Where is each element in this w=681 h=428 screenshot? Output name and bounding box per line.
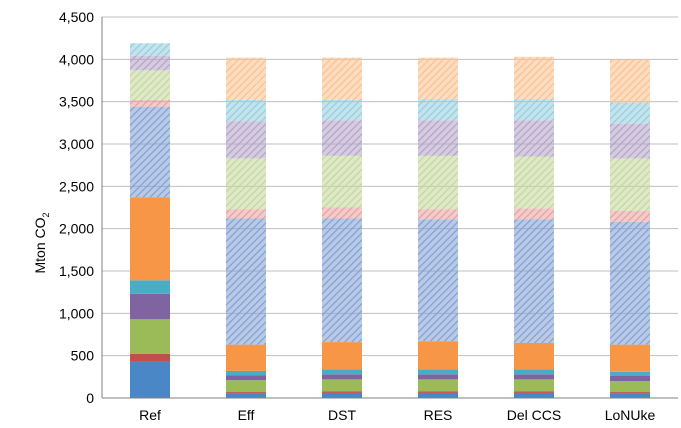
bar-segment <box>226 121 266 159</box>
y-tick-label: 500 <box>71 348 95 364</box>
bar-segment <box>322 392 362 398</box>
y-axis-label-main: Mton CO <box>32 217 48 273</box>
bar-segment <box>610 381 650 393</box>
y-tick-label: 0 <box>86 390 94 406</box>
bar-segment <box>418 219 458 342</box>
bar-segment <box>322 57 362 100</box>
bar-segment <box>514 120 554 157</box>
bar-segment <box>322 391 362 393</box>
bar-segment <box>514 342 554 370</box>
bar-segment <box>130 319 170 354</box>
bar-segment <box>514 219 554 343</box>
bar-segment <box>226 380 266 393</box>
bar-segment <box>418 209 458 220</box>
bar-segment <box>418 369 458 375</box>
bar-segment <box>418 99 458 121</box>
bar-segment <box>226 209 266 219</box>
bar-segment <box>322 155 362 208</box>
bar-segment <box>610 393 650 398</box>
y-tick-label: 3,500 <box>59 94 94 110</box>
bar-segment <box>610 344 650 372</box>
x-tick-label: Del CCS <box>507 407 561 423</box>
bar-segment <box>226 344 266 371</box>
bar-segment <box>418 374 458 380</box>
y-axis-label-subscript: 2 <box>41 212 51 217</box>
bar-segment <box>514 99 554 121</box>
y-tick-label: 3,000 <box>59 136 94 152</box>
bar-segment <box>610 375 650 382</box>
bar-segment <box>418 341 458 370</box>
bar-segment <box>610 371 650 376</box>
bar-segment <box>226 99 266 122</box>
bar-segment <box>226 393 266 398</box>
bar-segment <box>130 197 170 281</box>
bar-segment <box>418 57 458 100</box>
bar-segment <box>610 392 650 394</box>
axes <box>101 17 678 399</box>
x-tick-label: Ref <box>139 407 161 423</box>
bar-segment <box>130 353 170 362</box>
bar-segment <box>226 57 266 100</box>
bar-segment <box>610 158 650 211</box>
bar-segment <box>514 156 554 209</box>
y-tick-label: 1,500 <box>59 263 94 279</box>
y-tick-labels: 0 500 1,000 1,500 2,000 2,500 3,000 3,500 4,000 4… <box>59 9 94 406</box>
y-tick-label: 4,500 <box>59 9 94 25</box>
bar-segment <box>226 370 266 376</box>
bar-segment <box>130 293 170 320</box>
bar-segment <box>610 59 650 103</box>
bar-segment <box>418 379 458 392</box>
bar-segment <box>610 210 650 222</box>
x-tick-label: RES <box>424 407 453 423</box>
bar-segment <box>322 207 362 219</box>
bar-segment <box>610 221 650 345</box>
bar-segment <box>130 361 170 398</box>
bar-segment <box>514 379 554 392</box>
x-tick-label: Eff <box>238 407 255 423</box>
bar-segment <box>322 218 362 343</box>
bar-segment <box>130 55 170 71</box>
y-tick-label: 2,500 <box>59 178 94 194</box>
y-tick-label: 2,000 <box>59 221 94 237</box>
bar-segment <box>514 392 554 398</box>
y-axis-label: Mton CO2 <box>32 212 51 273</box>
bar-segment <box>514 56 554 100</box>
bar-segment <box>418 155 458 210</box>
bar-segment <box>322 379 362 392</box>
gridlines <box>102 16 678 357</box>
bar-segment <box>514 369 554 375</box>
bar-segment <box>514 374 554 380</box>
bar-segment <box>418 392 458 398</box>
bars <box>130 43 650 398</box>
bar-segment <box>130 43 170 56</box>
bar-segment <box>226 218 266 345</box>
bar-segment <box>226 375 266 381</box>
bar-segment <box>130 106 170 198</box>
y-tick-label: 4,000 <box>59 51 94 67</box>
x-tick-label: LoNUke <box>605 407 656 423</box>
y-tick-label: 1,000 <box>59 305 94 321</box>
bar-segment <box>322 374 362 380</box>
bar-segment <box>418 391 458 393</box>
bar-segment <box>130 70 170 100</box>
x-tick-labels: Ref Eff DST RES Del CCS LoNUke <box>139 407 655 423</box>
bar-segment <box>514 391 554 393</box>
bar-segment <box>322 342 362 370</box>
bar-segment <box>226 392 266 394</box>
bar-segment <box>130 99 170 107</box>
bar-segment <box>130 280 170 294</box>
bar-segment <box>322 369 362 375</box>
bar-segment <box>610 102 650 124</box>
bar-segment <box>226 158 266 210</box>
bar-segment <box>322 120 362 156</box>
bar-segment <box>610 123 650 159</box>
x-tick-label: DST <box>328 407 356 423</box>
bar-segment <box>418 120 458 156</box>
bar-segment <box>322 99 362 121</box>
bar-segment <box>514 208 554 220</box>
